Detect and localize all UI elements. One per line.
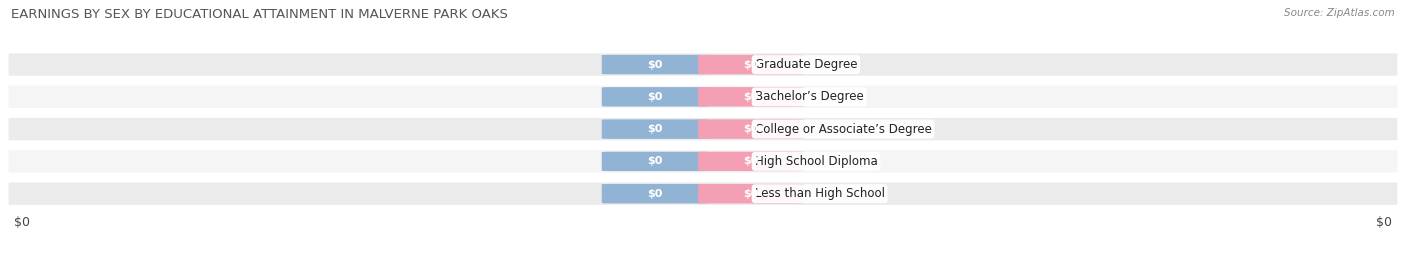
Text: $0: $0 — [744, 156, 759, 167]
Text: $0: $0 — [14, 216, 30, 229]
FancyBboxPatch shape — [699, 87, 804, 107]
FancyBboxPatch shape — [7, 116, 1399, 142]
Text: $0: $0 — [744, 59, 759, 70]
FancyBboxPatch shape — [699, 184, 804, 203]
FancyBboxPatch shape — [699, 152, 804, 171]
Text: College or Associate’s Degree: College or Associate’s Degree — [755, 123, 932, 136]
Text: $0: $0 — [744, 92, 759, 102]
FancyBboxPatch shape — [699, 119, 804, 139]
FancyBboxPatch shape — [7, 181, 1399, 206]
FancyBboxPatch shape — [7, 84, 1399, 109]
FancyBboxPatch shape — [602, 87, 707, 107]
Text: EARNINGS BY SEX BY EDUCATIONAL ATTAINMENT IN MALVERNE PARK OAKS: EARNINGS BY SEX BY EDUCATIONAL ATTAINMEN… — [11, 8, 508, 21]
Text: $0: $0 — [744, 189, 759, 199]
Text: Graduate Degree: Graduate Degree — [755, 58, 858, 71]
Text: $0: $0 — [647, 156, 662, 167]
FancyBboxPatch shape — [602, 119, 707, 139]
Text: High School Diploma: High School Diploma — [755, 155, 877, 168]
Text: $0: $0 — [647, 189, 662, 199]
FancyBboxPatch shape — [602, 55, 707, 74]
Text: $0: $0 — [647, 124, 662, 134]
FancyBboxPatch shape — [7, 52, 1399, 77]
FancyBboxPatch shape — [602, 152, 707, 171]
Text: $0: $0 — [1376, 216, 1392, 229]
Text: Source: ZipAtlas.com: Source: ZipAtlas.com — [1284, 8, 1395, 18]
FancyBboxPatch shape — [7, 149, 1399, 174]
FancyBboxPatch shape — [699, 55, 804, 74]
Text: Less than High School: Less than High School — [755, 187, 884, 200]
FancyBboxPatch shape — [602, 184, 707, 203]
Text: $0: $0 — [744, 124, 759, 134]
Text: $0: $0 — [647, 59, 662, 70]
Text: $0: $0 — [647, 92, 662, 102]
Text: Bachelor’s Degree: Bachelor’s Degree — [755, 90, 863, 103]
